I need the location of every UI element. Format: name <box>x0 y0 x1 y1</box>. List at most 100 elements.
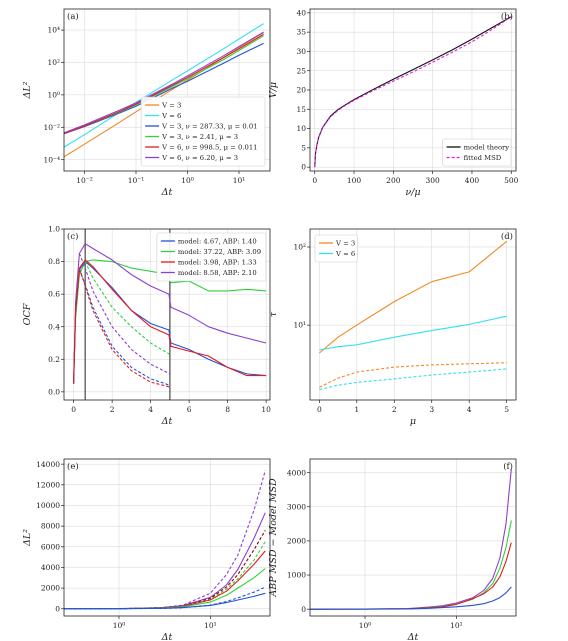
legend-label: model: 37.22, ABP: 3.09 <box>178 248 261 256</box>
series-group <box>319 240 507 391</box>
y-tick-label: 10⁻² <box>43 123 60 132</box>
series-line-cyan-1 <box>319 315 507 351</box>
y-tick-label: 3000 <box>287 502 306 511</box>
y-tick-label: 1.0 <box>48 225 60 234</box>
x-tick-label: 10⁻¹ <box>128 176 145 185</box>
x-tick-label: 1 <box>354 405 359 414</box>
y-axis-label: ΔL² <box>22 81 33 99</box>
y-tick-label: 0.2 <box>48 355 60 364</box>
x-tick-label: 400 <box>465 176 480 185</box>
legend: model: 4.67, ABP: 1.40 model: 37.22, ABP:… <box>156 232 267 282</box>
chart-b: 0 100 200 300 400 500 0 5 10 15 20 25 30 35 40 (b) ν/μ V/… <box>268 8 519 198</box>
series-group <box>314 16 512 168</box>
y-tick-label: 10² <box>293 243 306 252</box>
series-line-blue-3 <box>310 586 512 610</box>
y-tick-label: 20 <box>296 86 306 95</box>
series-line-v-3 <box>64 32 264 158</box>
series-line-green-1 <box>310 520 512 610</box>
legend-label: V = 3, ν = 2.41, μ = 3 <box>161 133 238 141</box>
series-line-orange-2 <box>319 362 507 388</box>
y-tick-label: 12000 <box>36 480 60 489</box>
y-tick-label: 35 <box>296 28 306 37</box>
y-tick-label: 0.0 <box>48 387 60 396</box>
legend: V = 3 V = 6 <box>314 234 358 263</box>
y-tick-label: 8000 <box>41 522 60 531</box>
series-line-cyan-3 <box>319 368 507 391</box>
series-line-red-3 <box>73 259 267 384</box>
x-tick-label: 10¹ <box>233 176 246 185</box>
x-axis-label: Δt <box>407 632 419 641</box>
chart-d: 0 1 2 3 4 5 10¹ 10² (d) μ τ V = 3 V = 6 <box>268 228 517 427</box>
y-tick-label: 0 <box>301 605 306 614</box>
x-axis-label: μ <box>410 416 416 427</box>
x-tick-label: 0 <box>312 176 317 185</box>
panel-letter: (c) <box>67 231 78 242</box>
legend-label: V = 6, ν = 6.20, μ = 3 <box>161 154 238 162</box>
legend-box <box>314 234 358 263</box>
legend-label: model: 4.67, ABP: 1.40 <box>178 237 257 245</box>
series-line-v-6-998-5-0-011 <box>64 33 264 135</box>
legend-box <box>156 232 267 282</box>
x-tick-label: 8 <box>225 405 230 414</box>
legend-label: fitted MSD <box>464 154 502 162</box>
y-tick-label: 0.6 <box>48 290 60 299</box>
y-tick-label: 0 <box>301 163 306 172</box>
y-tick-label: 25 <box>296 66 306 75</box>
y-tick-label: 2000 <box>41 584 60 593</box>
legend-label: V = 6, ν = 998.5, μ = 0.011 <box>161 143 257 151</box>
y-tick-label: 15 <box>296 105 306 114</box>
series-line-green-5 <box>64 568 266 610</box>
y-tick-label: 30 <box>296 47 306 56</box>
y-axis-label: OCF <box>22 303 33 325</box>
y-tick-label: 10² <box>47 58 60 67</box>
series-group <box>310 469 512 610</box>
series-line-purple-5 <box>78 253 171 375</box>
series-line-v-3-287-33-0-01 <box>64 42 264 135</box>
series-line-blue-7 <box>64 592 266 610</box>
panel-letter: (b) <box>501 11 513 22</box>
y-tick-label: 5 <box>301 143 306 152</box>
plot-frame <box>63 228 271 401</box>
chart-f: 10⁰ 10¹ 0 1000 2000 3000 4000 (f) Δt ABP MSD − Mo… <box>268 458 517 641</box>
y-tick-label: 0.4 <box>48 322 60 331</box>
legend-label: V = 3 <box>335 239 355 247</box>
x-tick-label: 10⁻² <box>76 176 93 185</box>
x-tick-label: 500 <box>504 176 519 185</box>
legend-label: V = 6 <box>161 112 181 120</box>
series-group <box>73 243 267 388</box>
chart-a: 10⁻² 10⁻¹ 10⁰ 10¹ 10⁻⁴ 10⁻² 10⁰ 10² 10⁴ (a) Δt ΔL² V… <box>22 8 271 198</box>
y-axis-label: V/μ <box>268 82 279 98</box>
plot-frame <box>63 458 271 617</box>
legend: model theory fitted MSD <box>442 138 512 167</box>
y-tick-label: 10⁴ <box>47 26 60 35</box>
series-line-blue-2 <box>73 261 267 384</box>
legend-label: V = 3 <box>161 101 181 109</box>
x-tick-label: 300 <box>425 176 440 185</box>
x-tick-label: 10¹ <box>450 621 463 630</box>
series-line-v-6 <box>64 23 264 148</box>
y-axis-label: τ <box>268 311 279 317</box>
x-tick-label: 4 <box>148 405 153 414</box>
x-axis-label: ν/μ <box>405 187 420 198</box>
plot-frame <box>309 228 517 401</box>
panel-letter: (d) <box>501 231 513 242</box>
x-axis-label: Δt <box>161 416 173 427</box>
y-tick-label: 14000 <box>36 460 60 469</box>
series-line-purple-0 <box>310 469 512 610</box>
y-tick-label: 1000 <box>287 571 306 580</box>
y-tick-label: 2000 <box>287 537 306 546</box>
x-axis-label: Δt <box>161 632 173 641</box>
y-tick-label: 10 <box>296 124 306 133</box>
x-axis-label: Δt <box>161 187 173 198</box>
panel-letter: (f) <box>503 461 513 472</box>
legend-box <box>442 138 512 167</box>
legend-label: model theory <box>464 143 510 151</box>
series-line-green-4 <box>84 261 171 355</box>
series-line-v-6-6-20-3 <box>64 31 264 134</box>
chart-e: 10⁰ 10¹ 0 2000 4000 6000 8000 10000 12000 14000 (e… <box>22 458 271 641</box>
series-line-darkred-2 <box>64 530 266 610</box>
y-tick-label: 4000 <box>287 468 306 477</box>
x-tick-label: 10⁰ <box>359 621 372 630</box>
series-group <box>64 23 264 158</box>
y-tick-label: 4000 <box>41 563 60 572</box>
